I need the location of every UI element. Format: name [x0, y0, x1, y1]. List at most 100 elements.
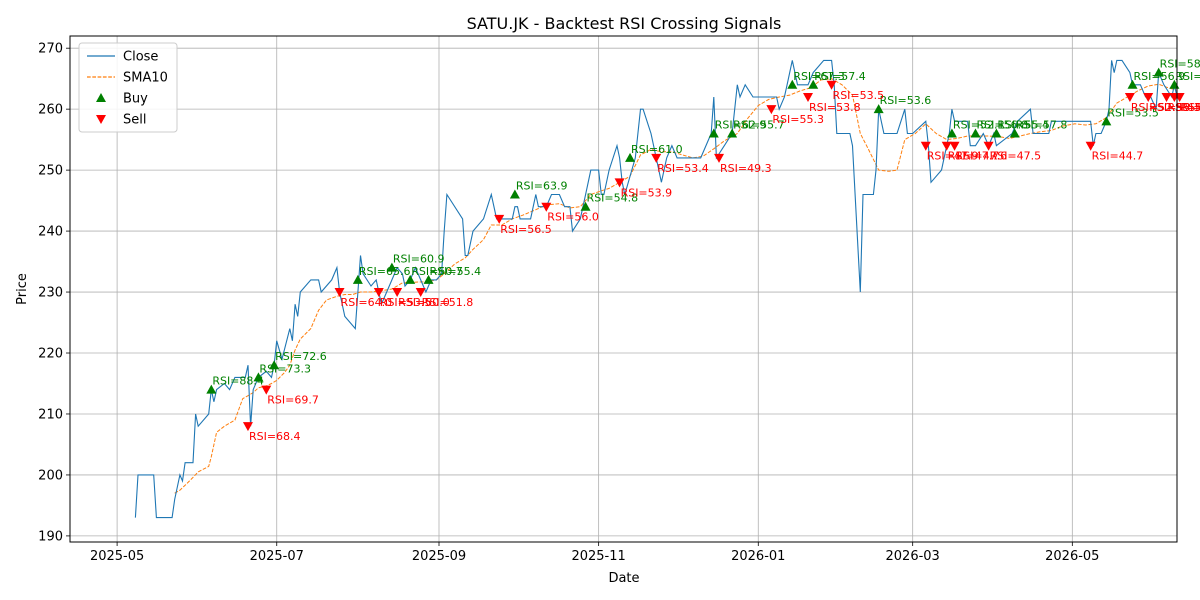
- buy-marker: [206, 384, 217, 394]
- x-tick-label: 2026-05: [1045, 549, 1099, 564]
- sell-label: RSI=49.3: [720, 162, 772, 175]
- legend-swatch-sell: [96, 115, 106, 124]
- buy-label: RSI=55.4: [430, 265, 482, 278]
- buy-label: RSI=54.8: [587, 192, 639, 205]
- sell-label: RSI=53.8: [809, 101, 861, 114]
- y-tick-label: 270: [38, 42, 63, 57]
- sell-label: RSI=52.5: [1168, 101, 1200, 114]
- sell-marker: [949, 141, 960, 151]
- buy-label: RSI=61.0: [631, 143, 683, 156]
- buy-marker: [509, 189, 520, 199]
- y-tick-label: 260: [38, 103, 63, 118]
- sell-label: RSI=69.7: [267, 394, 319, 407]
- sell-label: RSI=55.3: [772, 113, 824, 126]
- buy-label: RSI=60.7: [411, 265, 463, 278]
- sell-marker: [941, 141, 952, 151]
- close-series: [134, 59, 1178, 519]
- buy-label: RSI=53.6: [880, 94, 932, 107]
- sell-label: RSI=44.7: [1092, 150, 1144, 163]
- sell-marker: [392, 288, 403, 298]
- buy-marker: [787, 79, 798, 89]
- sell-label: RSI=56.0: [547, 211, 599, 224]
- sell-marker: [494, 214, 505, 224]
- y-axis-title: Price: [15, 273, 30, 305]
- buy-marker: [253, 372, 264, 382]
- sell-label: RSI=52.3: [1131, 101, 1183, 114]
- buy-label: RSI=63.9: [516, 180, 568, 193]
- sell-label: RSI=47.9: [927, 150, 979, 163]
- sma10-line: [174, 78, 1178, 494]
- sell-marker: [261, 385, 272, 395]
- x-tick-label: 2026-01: [731, 549, 785, 564]
- sell-marker: [541, 202, 552, 212]
- sell-marker: [766, 105, 777, 115]
- sma10-series: [174, 78, 1178, 494]
- buy-label: RSI=52.1: [953, 119, 1005, 132]
- grid: [70, 36, 1177, 542]
- sell-label: RSI=53.4: [657, 162, 709, 175]
- legend-label: Sell: [123, 113, 146, 128]
- sell-marker: [373, 288, 384, 298]
- legend-box: [78, 42, 178, 133]
- sell-label: RSI=53.9: [621, 186, 673, 199]
- legend: Close SMA10 Buy Sell: [78, 42, 178, 133]
- legend-swatch-buy: [96, 93, 106, 102]
- x-tick-label: 2025-11: [571, 549, 625, 564]
- sell-marker: [1085, 141, 1096, 151]
- y-tick-label: 240: [38, 225, 63, 240]
- buy-marker: [580, 201, 591, 211]
- buy-marker: [1127, 79, 1138, 89]
- sell-label: RSI=51.8: [422, 296, 474, 309]
- buy-marker: [808, 79, 819, 89]
- sell-marker: [614, 178, 625, 188]
- buy-label: RSI=88.4: [212, 375, 264, 388]
- sell-marker: [415, 288, 426, 298]
- sell-marker: [983, 141, 994, 151]
- buy-label: RSI=65.6: [359, 265, 411, 278]
- buy-label: RSI=53.5: [1107, 106, 1159, 119]
- buy-marker: [970, 128, 981, 138]
- y-tick-label: 220: [38, 347, 63, 362]
- sell-label: RSI=64.0: [341, 296, 393, 309]
- buy-label: RSI=57.8: [1016, 119, 1068, 132]
- buy-label: RSI=55.4: [997, 119, 1049, 132]
- buy-label: RSI=55.7: [733, 119, 785, 132]
- legend-label: Close: [123, 50, 158, 65]
- buy-label: RSI=72.6: [275, 350, 327, 363]
- buy-label: RSI=54.0: [1175, 70, 1200, 83]
- y-tick-label: 230: [38, 286, 63, 301]
- sell-label: RSI=50.2: [1181, 101, 1200, 114]
- sell-label: RSI=53.3: [1149, 101, 1200, 114]
- buy-marker: [873, 104, 884, 114]
- buy-label: RSI=62.9: [715, 119, 767, 132]
- sell-marker: [803, 92, 813, 102]
- buy-marker: [727, 128, 738, 138]
- x-tick-label: 2025-07: [250, 549, 304, 564]
- sell-marker: [242, 422, 253, 432]
- close-line: [134, 59, 1178, 519]
- sell-label: RSI=50.6: [1175, 101, 1200, 114]
- buy-marker: [1009, 128, 1020, 138]
- buy-marker: [708, 128, 719, 138]
- buy-marker: [386, 262, 397, 272]
- y-tick-label: 210: [38, 407, 63, 422]
- sell-label: RSI=47.7: [948, 150, 1000, 163]
- plot-frame: [69, 35, 1178, 543]
- x-tick-label: 2026-03: [886, 549, 940, 564]
- buy-label: RSI=60.9: [393, 253, 445, 266]
- sell-marker: [920, 141, 931, 151]
- sell-marker: [714, 153, 725, 163]
- legend-label: Buy: [123, 92, 148, 107]
- buy-marker: [269, 360, 280, 370]
- buy-label: RSI=73.3: [259, 362, 311, 375]
- x-axis-title: Date: [608, 571, 639, 586]
- sell-label: RSI=50.0: [398, 296, 450, 309]
- sell-marker: [334, 288, 345, 298]
- sell-label: RSI=47.5: [990, 150, 1042, 163]
- axis-ticks: 2025-05 2025-07 2025-09 2025-11 2026-01 2026-…: [38, 42, 1099, 564]
- buy-marker: [352, 274, 363, 284]
- sell-label: RSI=47.6: [956, 150, 1008, 163]
- sell-label: RSI=53.5: [380, 296, 432, 309]
